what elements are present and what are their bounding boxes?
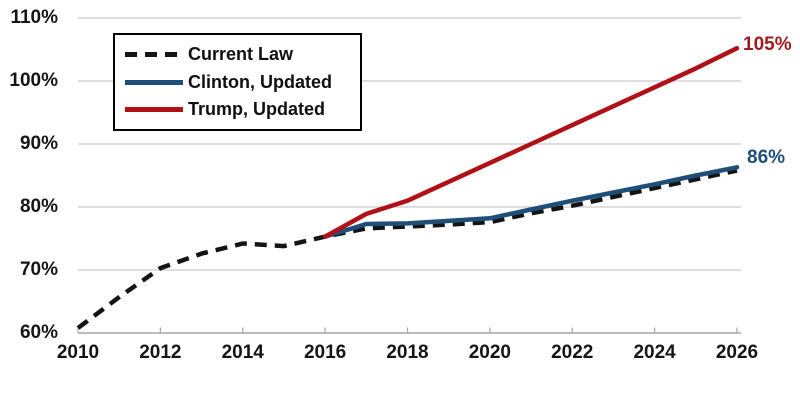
legend-item-current-law: Current Law	[125, 44, 360, 65]
legend-label-clinton: Clinton, Updated	[188, 71, 332, 92]
x-axis-tick-label: 2016	[303, 342, 347, 363]
legend: Current Law Clinton, Updated Trump, Upda…	[113, 33, 362, 131]
legend-item-trump: Trump, Updated	[125, 99, 360, 120]
x-axis-tick-label: 2020	[468, 342, 512, 363]
legend-label-current-law: Current Law	[188, 44, 294, 65]
clinton-line-sample-icon	[125, 79, 183, 85]
x-axis-tick-label: 2012	[139, 342, 182, 363]
y-axis-tick-label: 100%	[9, 70, 58, 91]
series-line-clinton-updated	[322, 165, 740, 239]
x-axis-tick-label: 2024	[633, 342, 676, 363]
y-axis-tick-label: 80%	[19, 196, 58, 217]
series-line-trump-updated	[322, 45, 740, 239]
x-axis-tick-label: 2014	[221, 342, 264, 363]
y-axis-tick-label: 60%	[19, 322, 58, 343]
trump-line-sample-icon	[125, 106, 183, 112]
y-axis-tick-label: 90%	[19, 133, 58, 154]
current-law-line-sample-icon	[125, 52, 183, 58]
y-axis-tick-label: 70%	[19, 259, 58, 280]
x-axis-tick-label: 2022	[551, 342, 594, 363]
x-axis-tick-label: 2026	[715, 342, 759, 363]
legend-item-clinton: Clinton, Updated	[125, 72, 360, 93]
x-axis-tick-label: 2018	[386, 342, 429, 363]
x-axis-tick-label: 2010	[56, 342, 100, 363]
legend-label-trump: Trump, Updated	[188, 98, 326, 119]
y-axis-tick-label: 110%	[10, 7, 58, 28]
series-line-current-law	[76, 168, 738, 330]
clinton-end-value-label: 86%	[747, 147, 786, 168]
trump-end-value-label: 105%	[743, 34, 792, 55]
